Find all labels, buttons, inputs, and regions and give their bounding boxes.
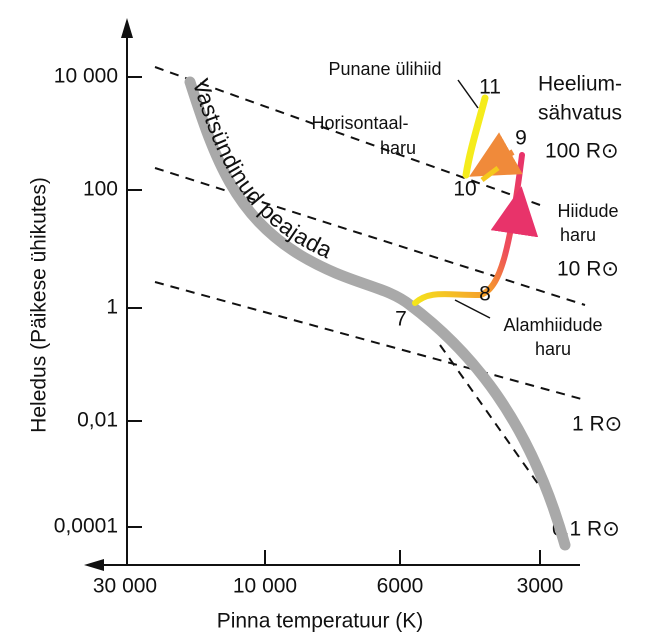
x-tick-labels: 30 000 10 000 6000 3000 <box>93 575 563 598</box>
label: Hiidude <box>557 201 618 221</box>
track <box>480 166 500 182</box>
arrow <box>490 186 539 238</box>
y-tick-labels: 10 000 100 1 0,01 0,0001 <box>54 65 118 538</box>
label: Heelium- <box>538 73 622 96</box>
label: Punane ülihiid <box>328 59 441 79</box>
x-axis-title: Pinna temperatuur (K) <box>217 610 424 633</box>
label: Horisontaal- <box>311 113 408 133</box>
x-tick-label: 6000 <box>377 575 424 598</box>
x-tick-label: 30 000 <box>93 575 157 598</box>
axes <box>84 18 580 571</box>
label: Alamhiidude <box>503 315 602 335</box>
pointers <box>454 79 491 319</box>
y-tick-label: 10 000 <box>54 65 118 88</box>
radius-label: 100 R⊙ <box>545 140 619 163</box>
arrow <box>469 132 523 177</box>
stage: 7 <box>395 308 407 331</box>
label: haru <box>560 225 596 245</box>
main-sequence-label: Vastsündinud peajada <box>187 76 336 264</box>
y-tick-label: 0,01 <box>77 409 118 432</box>
radius-labels: 100 R⊙ 10 R⊙ 1 R⊙ 0,1 R⊙ <box>545 140 622 541</box>
y-tick-label: 1 <box>106 296 118 319</box>
y-tick-label: 100 <box>83 178 118 201</box>
labels: Punane ülihiid Heelium- sähvatus Horison… <box>311 59 622 359</box>
x-tick-label: 3000 <box>517 575 564 598</box>
supergiant-track <box>462 94 489 179</box>
radius-label: 1 R⊙ <box>572 413 622 436</box>
radius-lines <box>154 66 586 516</box>
radius-label: 10 R⊙ <box>557 258 619 281</box>
main-sequence <box>184 76 571 551</box>
x-tick-label: 10 000 <box>233 575 297 598</box>
label: sähvatus <box>538 102 622 125</box>
y-tick-label: 0,0001 <box>54 515 118 538</box>
label: haru <box>380 138 416 158</box>
label: haru <box>535 339 571 359</box>
main-sequence-label-path: Vastsündinud peajada <box>187 76 336 264</box>
stage: 10 <box>453 178 476 201</box>
stage-numbers: 7 8 9 10 11 <box>395 76 527 331</box>
stage: 8 <box>479 283 491 306</box>
stage: 9 <box>515 127 527 150</box>
y-axis-title: Heledus (Päikese ühikutes) <box>28 177 51 433</box>
stage: 11 <box>479 76 501 99</box>
radius-label: 0,1 R⊙ <box>552 518 620 541</box>
